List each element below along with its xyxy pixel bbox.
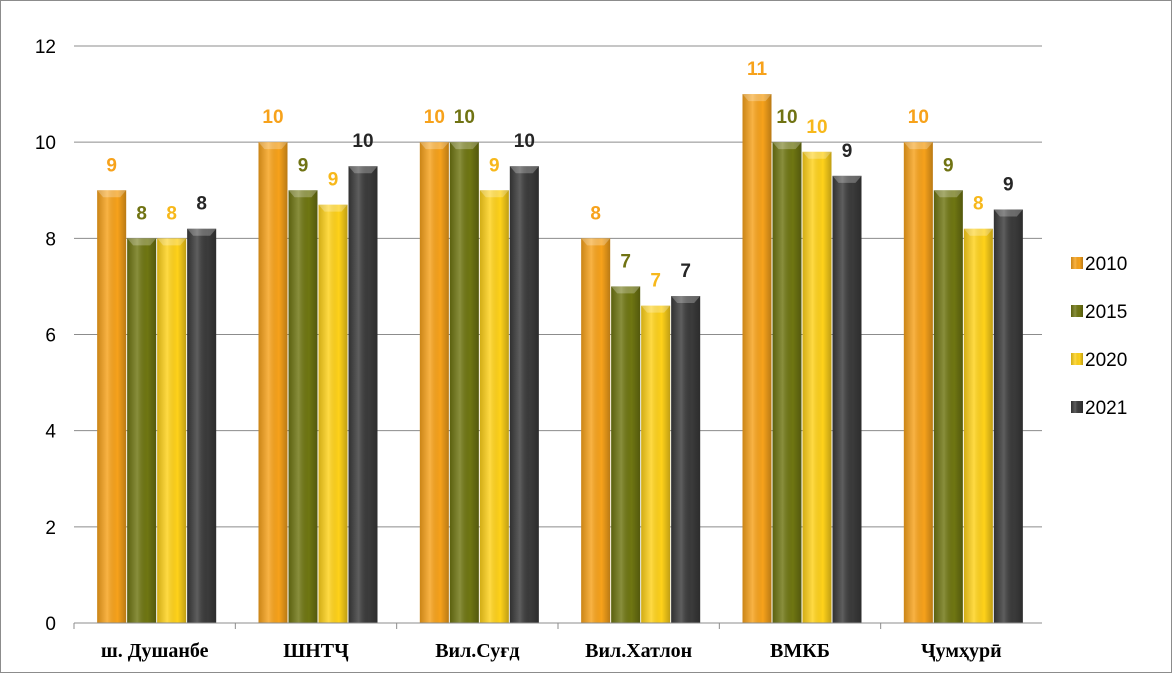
bar-2021 (832, 175, 862, 623)
data-label-2015: 8 (136, 203, 147, 224)
data-label-2015: 10 (776, 107, 797, 128)
bar-2015 (933, 190, 963, 623)
bar-2015 (772, 142, 802, 623)
data-label-2021: 10 (352, 131, 373, 152)
bar-2010 (581, 238, 611, 624)
x-category-label: Вил.Суғд (435, 640, 519, 662)
x-category-label: Ҷумҳурӣ (921, 640, 1002, 662)
data-label-2021: 7 (680, 261, 691, 282)
data-label-2020: 10 (806, 117, 827, 138)
data-label-2020: 7 (650, 271, 661, 292)
bar-2021 (671, 296, 701, 623)
legend-label: 2020 (1085, 350, 1127, 371)
y-tick-label: 4 (45, 422, 56, 443)
y-tick-label: 6 (45, 326, 56, 347)
data-label-2015: 10 (454, 107, 475, 128)
bar-2020 (157, 238, 187, 624)
legend-label: 2010 (1085, 254, 1127, 275)
legend-item-2021: 2021 (1071, 398, 1127, 419)
bar-2010 (742, 94, 772, 624)
x-category-label: ШНТҶ (283, 640, 349, 662)
data-label-2010: 10 (424, 107, 445, 128)
gridlines (74, 45, 1042, 528)
bar-2021 (187, 228, 217, 623)
bar-2021 (993, 209, 1023, 623)
legend-label: 2021 (1085, 398, 1127, 419)
data-label-2021: 9 (842, 141, 853, 162)
bar-2020 (963, 228, 993, 623)
y-tick-label: 2 (45, 518, 56, 539)
bar-2021 (509, 166, 539, 624)
bar-2015 (449, 142, 479, 623)
bar-2010 (903, 142, 933, 623)
data-label-2021: 8 (196, 194, 207, 215)
bar-2010 (97, 190, 127, 623)
data-label-2010: 9 (106, 155, 117, 176)
y-tick-label: 12 (35, 37, 56, 58)
bar-2020 (641, 305, 671, 623)
y-tick-label: 0 (45, 614, 56, 635)
data-label-2020: 9 (489, 155, 500, 176)
data-label-2020: 8 (166, 203, 177, 224)
data-label-2021: 10 (514, 131, 535, 152)
legend-item-2020: 2020 (1071, 350, 1127, 371)
bar-2020 (802, 151, 832, 624)
data-label-2020: 9 (328, 170, 339, 191)
bar-2010 (258, 142, 288, 623)
data-label-2020: 8 (973, 194, 984, 215)
bar-2015 (127, 238, 157, 624)
bar-2015 (288, 190, 318, 623)
data-label-2010: 10 (908, 107, 929, 128)
x-category-label: ВМКБ (770, 640, 830, 662)
bar-2015 (611, 286, 641, 623)
legend-item-2015: 2015 (1071, 302, 1127, 323)
bar-2020 (479, 190, 509, 623)
y-tick-label: 10 (35, 133, 56, 154)
data-label-2015: 9 (943, 155, 954, 176)
bar-2010 (419, 142, 449, 623)
data-label-2015: 9 (298, 155, 309, 176)
legend-label: 2015 (1085, 302, 1127, 323)
data-label-2021: 9 (1003, 174, 1014, 195)
axes: 0 2 4 6 8 10 12 ш. Душанбе ШНТҶ Вил.Суғд Вил.Хатло… (35, 37, 1042, 662)
x-category-label: Вил.Хатлон (585, 640, 692, 662)
data-label-2015: 7 (620, 251, 631, 272)
data-label-2010: 11 (747, 59, 768, 80)
legend-item-2010: 2010 (1071, 254, 1127, 275)
legend: 2010 2015 2020 2021 (1071, 254, 1127, 419)
x-category-label: ш. Душанбе (101, 640, 209, 662)
y-tick-label: 8 (45, 229, 56, 250)
bar-2021 (348, 166, 378, 624)
data-label-2010: 10 (262, 107, 283, 128)
bar-2020 (318, 204, 348, 624)
data-label-2010: 8 (590, 203, 601, 224)
bars (97, 94, 1023, 624)
